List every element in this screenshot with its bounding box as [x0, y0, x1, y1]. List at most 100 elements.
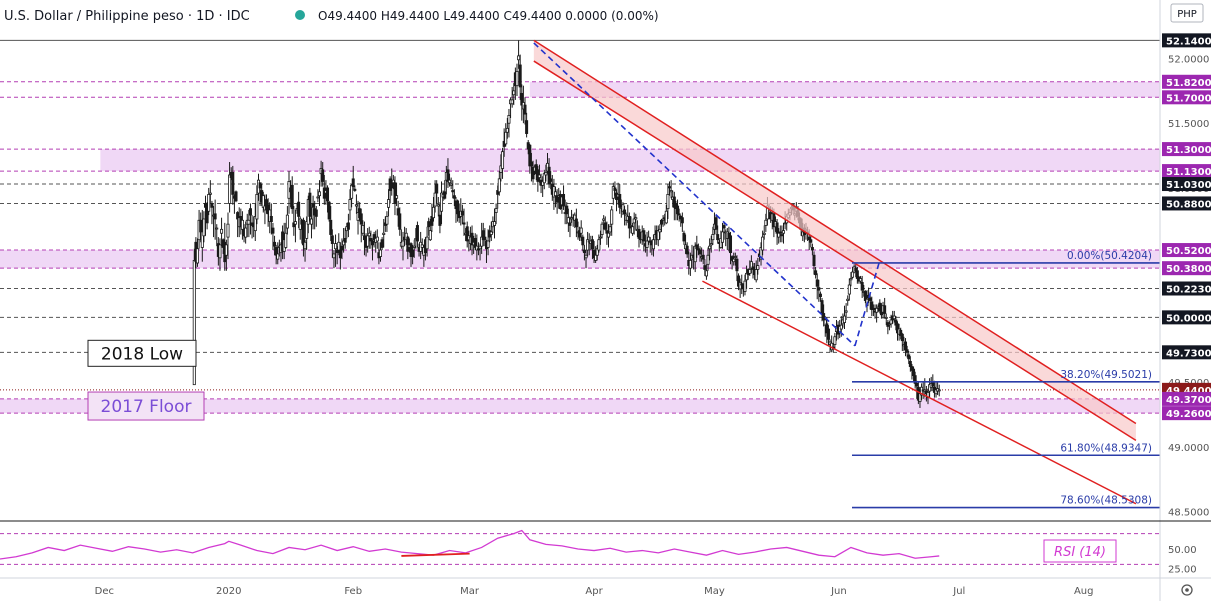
candle-body: [353, 188, 357, 191]
candle-body: [213, 213, 217, 220]
candle-body: [334, 243, 338, 250]
candle-body: [520, 93, 524, 106]
candle-body: [704, 270, 708, 277]
candle-body: [600, 223, 604, 235]
x-tick-label: May: [704, 586, 725, 597]
candle-body: [379, 249, 383, 257]
candle-body: [430, 215, 434, 226]
candle-body: [456, 200, 460, 215]
candle-body: [892, 315, 896, 320]
candle-body: [818, 293, 822, 298]
support-resistance-zone: [529, 81, 1160, 98]
x-tick-label: Jun: [830, 586, 847, 597]
price-tag: [1162, 74, 1211, 89]
candle-body: [504, 131, 508, 145]
candle-body: [321, 169, 325, 182]
candle-body: [870, 301, 874, 310]
x-tick-label: Dec: [95, 586, 114, 597]
candle-body: [440, 192, 444, 212]
rsi-line: [0, 529, 940, 560]
candle-body: [395, 195, 399, 199]
candle-body: [610, 209, 614, 225]
candle-body: [743, 280, 747, 292]
candle-body: [782, 230, 786, 234]
fib-trend-line: [533, 42, 856, 347]
candle-body: [889, 319, 893, 325]
candle-body: [452, 195, 456, 199]
candle-body: [807, 236, 811, 241]
candle-body: [218, 244, 222, 259]
fib-level-label: 0.00%(50.4204): [1067, 250, 1152, 262]
settings-icon[interactable]: [1181, 584, 1193, 596]
settings-icon-ring: [1181, 584, 1193, 596]
candle-body: [748, 269, 752, 274]
candle-body: [385, 215, 389, 225]
candle-body: [642, 230, 646, 242]
candle-body: [623, 209, 627, 215]
price-tag-label: 49.4400: [1166, 386, 1211, 397]
candle-body: [578, 230, 582, 238]
candle-body: [581, 236, 585, 246]
candle-body: [501, 151, 505, 169]
candle-body: [316, 196, 320, 199]
candle-body: [398, 213, 402, 230]
candle-body: [258, 182, 262, 189]
support-resistance-zone: [0, 250, 1160, 269]
price-tag-label: 50.3800: [1166, 264, 1211, 275]
candle-body: [809, 239, 813, 243]
candle-body: [359, 213, 363, 225]
candle-body: [918, 393, 922, 402]
candle-body: [370, 240, 374, 246]
candle-body: [305, 221, 309, 239]
candle-body: [303, 241, 307, 250]
candle-body: [613, 187, 617, 191]
candle-body: [382, 232, 386, 235]
candle-body: [685, 245, 689, 255]
candle-body: [248, 208, 252, 216]
price-tag: [1162, 391, 1211, 406]
candle-body: [659, 219, 663, 225]
candle-body: [895, 323, 899, 334]
price-tag-label: 50.5200: [1166, 246, 1211, 257]
candle-body: [396, 208, 400, 216]
candle-body: [478, 245, 482, 250]
candle-body: [346, 222, 350, 230]
candle-body: [351, 178, 355, 188]
candle-body: [269, 215, 273, 222]
upper-trendline: [533, 60, 1137, 441]
price-tag-label: 50.2230: [1166, 284, 1211, 295]
candle-body: [507, 115, 511, 124]
candle-body: [868, 297, 872, 301]
candle-body: [555, 195, 559, 203]
candle-body: [815, 279, 819, 287]
price-tag-label: 52.1400: [1166, 36, 1211, 47]
candle-body: [329, 219, 333, 235]
candle-body: [566, 217, 570, 224]
candle-body: [480, 236, 484, 247]
x-tick-label: Feb: [344, 586, 362, 597]
candle-body: [846, 298, 850, 301]
candle-body: [594, 254, 598, 261]
currency-badge[interactable]: PHP: [1170, 3, 1204, 23]
candle-body: [907, 354, 911, 360]
price-tag: [1162, 281, 1211, 296]
candle-body: [719, 238, 723, 248]
candle-body: [428, 230, 432, 241]
candle-body: [908, 360, 912, 367]
fib-level-label: 78.60%(48.5308): [1060, 495, 1152, 507]
candle-body: [838, 326, 842, 334]
candle-body: [814, 270, 818, 276]
price-tag-label: 51.7000: [1166, 93, 1211, 104]
candle-body: [195, 248, 199, 264]
candle-body: [676, 205, 680, 215]
price-tag-label: 51.3000: [1166, 145, 1211, 156]
annotations-layer: 2018 Low 2017 Floor: [87, 339, 205, 421]
candle-body: [228, 174, 232, 204]
candle-body: [934, 389, 938, 395]
candle-body: [820, 300, 824, 314]
candle-body: [778, 231, 782, 234]
candle-body: [460, 210, 464, 216]
candle-body: [749, 261, 753, 269]
price-tag: [1162, 345, 1211, 360]
